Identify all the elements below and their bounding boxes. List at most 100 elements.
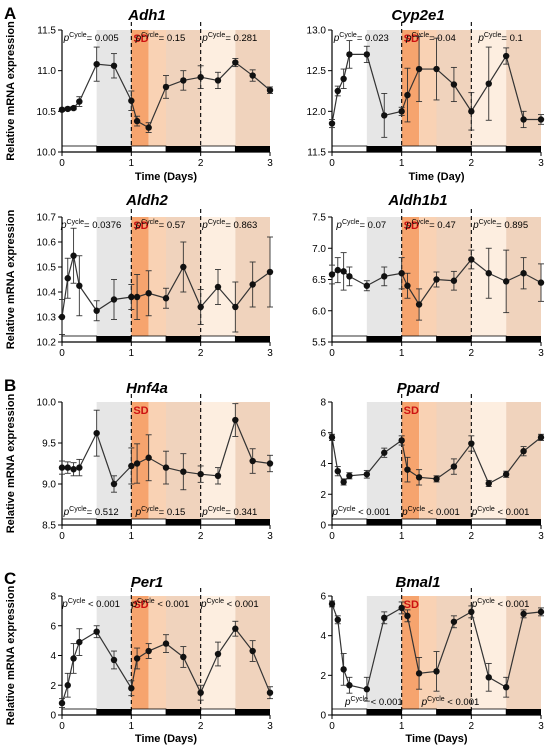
data-point	[110, 480, 118, 488]
data-point	[110, 62, 118, 69]
dark-phase-bar	[366, 146, 402, 152]
shade-band	[401, 596, 420, 715]
data-point	[64, 105, 71, 113]
light-phase-bar	[61, 145, 98, 153]
x-tick-label: 1	[129, 531, 135, 542]
dark-phase-bar	[96, 709, 132, 715]
shade-band	[200, 402, 236, 525]
x-tick-label: 3	[267, 531, 273, 542]
shade-band	[148, 402, 166, 525]
data-point	[266, 689, 274, 696]
data-point	[128, 462, 135, 470]
shade-band	[96, 402, 132, 525]
data-point	[363, 51, 371, 58]
y-tick-label: 6.5	[312, 275, 326, 286]
dark-phase-bar	[235, 146, 270, 152]
y-tick-label: 8.5	[42, 521, 56, 532]
y-tick-label: 4	[50, 651, 56, 662]
data-point	[76, 638, 83, 646]
light-phase-bar	[401, 145, 437, 153]
x-tick-label: 0	[59, 158, 65, 169]
chart-aldh1b1: 5.5 6.0 6.5 7.0 7.5 0 1 2 3 Aldh1b1 SD pCycle= 0.07…	[312, 192, 544, 359]
shade-band	[401, 30, 420, 152]
chart-title: Bmal1	[395, 574, 440, 591]
data-point	[433, 65, 440, 73]
light-phase-bar	[200, 145, 236, 153]
dark-phase-bar	[506, 709, 541, 715]
data-point	[232, 416, 239, 424]
light-phase-bar	[200, 708, 236, 716]
light-phase-bar	[130, 518, 167, 526]
p-cycle-label: pCycle= 0.07	[335, 219, 386, 231]
data-point	[64, 682, 71, 689]
y-tick-label: 8	[50, 592, 56, 603]
light-phase-bar	[470, 145, 507, 153]
p-cycle-label: pCycle < 0.001	[421, 696, 480, 708]
data-point	[214, 283, 222, 291]
data-point	[485, 80, 492, 87]
data-point	[145, 454, 152, 461]
y-tick-label: 4	[320, 459, 326, 470]
light-phase-bar	[331, 518, 368, 526]
sd-label: SD	[133, 220, 148, 232]
y-tick-label: 11.0	[37, 66, 56, 77]
chart-title: Hnf4a	[126, 380, 168, 397]
data-point	[415, 474, 423, 481]
y-tick-label: 6	[50, 621, 56, 632]
data-point	[162, 83, 170, 91]
x-tick-label: 0	[59, 531, 65, 542]
p-cycle-label: pCycle < 0.001	[401, 506, 460, 518]
x-tick-label: 0	[59, 348, 65, 359]
shade-band	[148, 596, 166, 715]
sd-label: SD	[404, 33, 419, 45]
data-point	[415, 301, 423, 308]
y-tick-label: 2	[320, 490, 326, 501]
shade-band	[148, 30, 166, 152]
p-cycle-label: pCycle= 0.863	[201, 219, 257, 231]
dark-phase-bar	[366, 336, 402, 342]
data-point	[328, 434, 336, 441]
dark-phase-bar	[436, 336, 472, 342]
data-point	[197, 689, 204, 696]
data-point	[266, 268, 274, 276]
data-point	[266, 460, 274, 467]
series-line	[331, 53, 541, 124]
data-point	[128, 685, 135, 692]
data-point	[110, 296, 118, 303]
data-point	[502, 278, 510, 285]
x-tick-label: 3	[538, 721, 544, 732]
data-point	[214, 472, 222, 479]
dark-phase-bar	[96, 336, 132, 342]
y-tick-label: 13.0	[307, 26, 327, 37]
shade-band	[471, 596, 507, 715]
p-cycle-label: pCycle= 0.1	[477, 32, 522, 44]
data-point	[110, 656, 118, 664]
p-cycle-label: pCycle= 0.005	[63, 32, 119, 44]
data-point	[537, 116, 545, 123]
dark-phase-bar	[366, 519, 402, 525]
data-point	[404, 466, 411, 473]
data-point	[180, 653, 187, 661]
p-cycle-label: pCycle < 0.001	[200, 598, 259, 610]
y-tick-label: 4	[320, 631, 326, 642]
y-axis-label: Relative mRNA expression	[5, 393, 17, 533]
data-point	[58, 106, 66, 113]
shade-band	[471, 402, 507, 525]
dark-phase-bar	[166, 336, 201, 342]
y-tick-label: 10.0	[37, 148, 57, 159]
y-tick-label: 6.0	[312, 306, 326, 317]
data-point	[249, 72, 256, 79]
data-point	[128, 293, 135, 301]
data-point	[232, 59, 239, 66]
dark-phase-bar	[235, 709, 270, 715]
data-point	[520, 270, 527, 277]
x-tick-label: 2	[469, 721, 475, 732]
sd-label: SD	[404, 220, 419, 232]
data-point	[58, 464, 66, 471]
x-tick-label: 3	[267, 158, 273, 169]
light-phase-bar	[130, 335, 167, 343]
data-point	[537, 608, 545, 616]
chart-title: Adh1	[127, 7, 166, 24]
